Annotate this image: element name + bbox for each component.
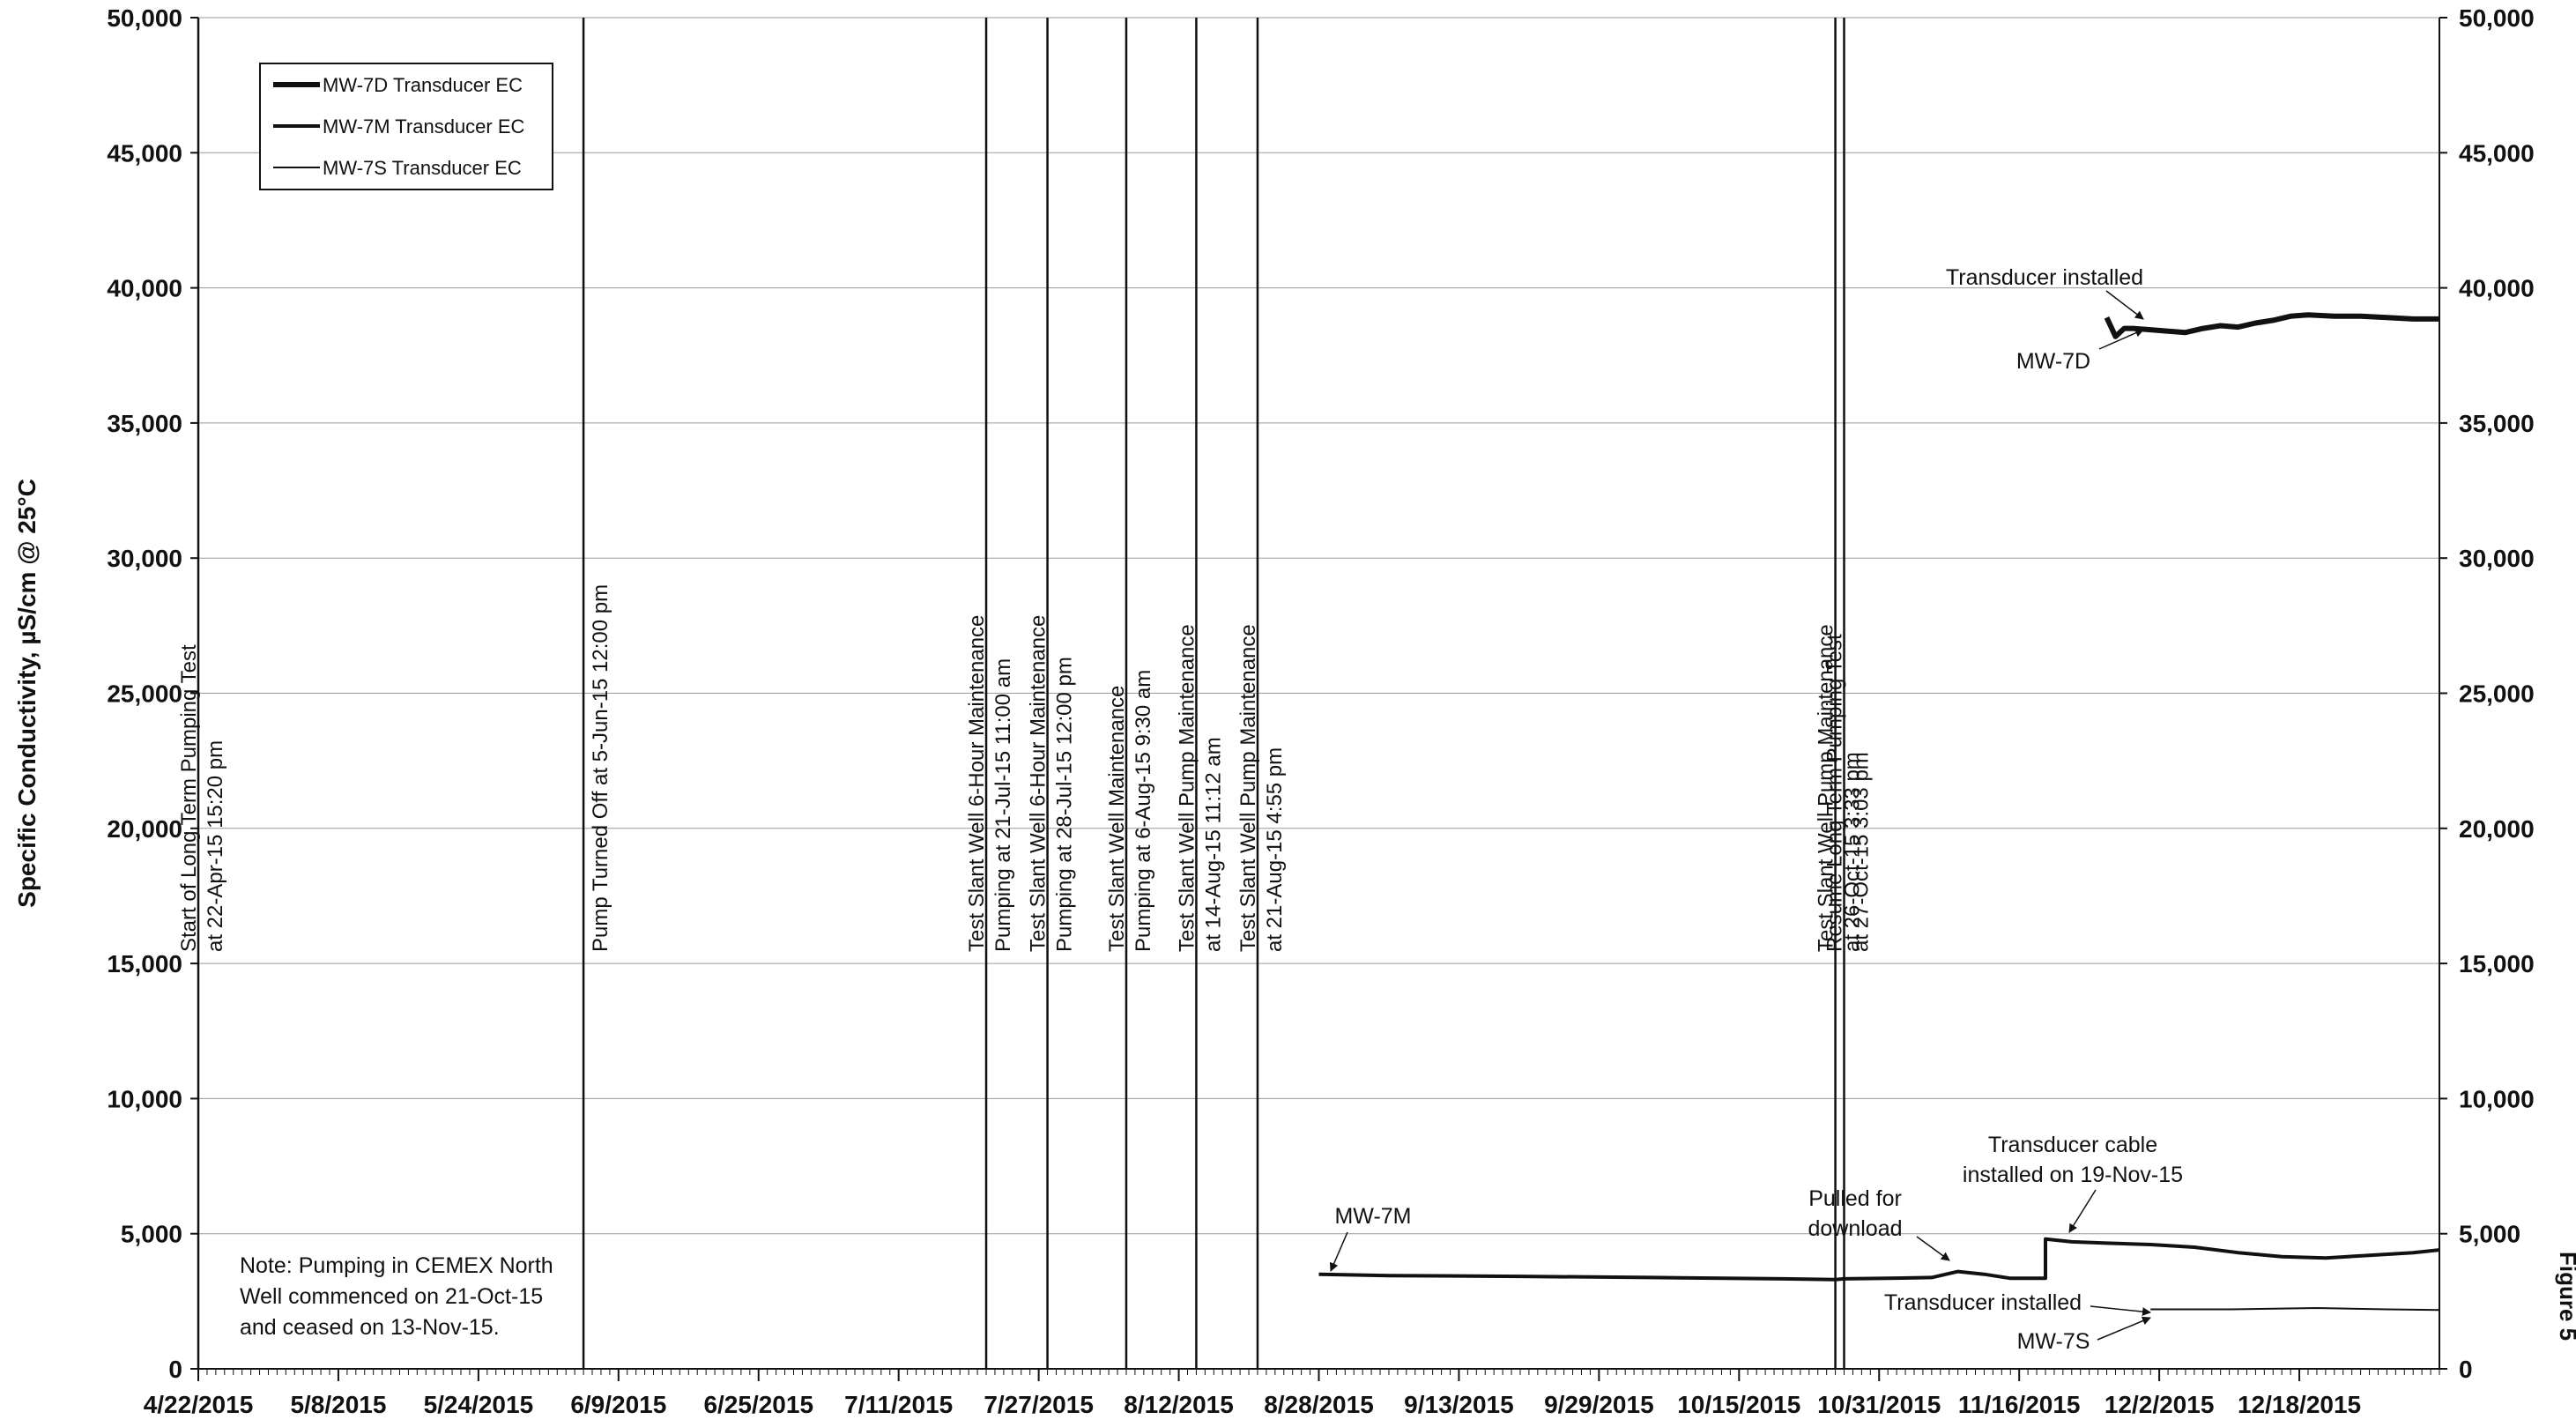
y-tick-label-left: 15,000 bbox=[107, 950, 182, 977]
event-label-line: Test Slant Well 6-Hour Maintenance bbox=[965, 615, 989, 952]
event-label-line: Start of Long Term Pumping Test bbox=[177, 644, 201, 952]
x-tick-label: 5/8/2015 bbox=[290, 1391, 386, 1418]
event-label-line: Pumping at 28-Jul-15 12:00 pm bbox=[1053, 657, 1077, 952]
figure-side-label: Figure 5 bbox=[2555, 1252, 2576, 1341]
event-label: Pump Turned Off at 5-Jun-15 12:00 pm bbox=[589, 584, 612, 952]
y-tick-label-right: 5,000 bbox=[2459, 1221, 2520, 1248]
legend: MW-7D Transducer EC MW-7M Transducer EC MW… bbox=[260, 63, 553, 190]
x-tick-label: 8/28/2015 bbox=[1264, 1391, 1374, 1418]
event-label-line: Test Slant Well 6-Hour Maintenance bbox=[1027, 615, 1050, 952]
legend-label: MW-7D Transducer EC bbox=[323, 74, 523, 96]
y-tick-label-right: 20,000 bbox=[2459, 815, 2535, 843]
annotation-transducer-cable-line: installed on 19-Nov-15 bbox=[1963, 1163, 2183, 1187]
annotation-mw-7s-label: MW-7S bbox=[2017, 1329, 2090, 1354]
y-tick-label-left: 10,000 bbox=[107, 1085, 182, 1112]
y-tick-label-left: 40,000 bbox=[107, 275, 182, 302]
event-label-line: Test Slant Well Pump Maintenance bbox=[1236, 624, 1260, 952]
event-label-line: Pump Turned Off at 5-Jun-15 12:00 pm bbox=[589, 584, 612, 952]
y-tick-label-right: 15,000 bbox=[2459, 950, 2535, 977]
event-label-line: at 22-Apr-15 15:20 pm bbox=[204, 740, 227, 952]
x-tick-label: 9/29/2015 bbox=[1544, 1391, 1654, 1418]
series-line-mw-7s bbox=[2150, 1308, 2439, 1310]
annotation-pulled-for-download-line: Pulled for bbox=[1808, 1186, 1902, 1211]
arrow-transducer-installed-7s bbox=[2090, 1306, 2150, 1312]
x-tick-label: 8/12/2015 bbox=[1124, 1391, 1234, 1418]
y-tick-label-right: 35,000 bbox=[2459, 410, 2535, 437]
y-tick-label-right: 45,000 bbox=[2459, 139, 2535, 167]
x-tick-label: 10/31/2015 bbox=[1817, 1391, 1941, 1418]
note-line: Well commenced on 21-Oct-15 bbox=[240, 1284, 543, 1309]
x-tick-label: 11/16/2015 bbox=[1958, 1391, 2081, 1418]
legend-label: MW-7S Transducer EC bbox=[323, 157, 522, 179]
arrow-pulled-for-download bbox=[1917, 1237, 1949, 1260]
event-label-line: Resume Long Term Pumping Test bbox=[1823, 634, 1847, 952]
series-line-mw-7d bbox=[2107, 315, 2440, 337]
x-tick-label: 12/2/2015 bbox=[2105, 1391, 2215, 1418]
event-label-line: at 21-Aug-15 4:55 pm bbox=[1263, 747, 1287, 952]
y-axis-title: Specific Conductivity, µS/cm @ 25°C bbox=[13, 479, 41, 908]
arrow-mw-7s bbox=[2097, 1318, 2150, 1340]
y-tick-label-left: 35,000 bbox=[107, 410, 182, 437]
arrow-mw-7m bbox=[1331, 1232, 1347, 1271]
y-tick-label-left: 0 bbox=[168, 1356, 182, 1383]
series-line-mw-7m bbox=[1319, 1239, 2440, 1280]
y-tick-label-left: 30,000 bbox=[107, 545, 182, 572]
annotation-pulled-for-download-line: download bbox=[1808, 1216, 1902, 1241]
legend-label: MW-7M Transducer EC bbox=[323, 115, 525, 137]
arrow-transducer-installed-7d bbox=[2106, 291, 2143, 319]
x-tick-label: 10/15/2015 bbox=[1677, 1391, 1800, 1418]
event-label-line: Pumping at 21-Jul-15 11:00 am bbox=[991, 658, 1015, 952]
annotation-transducer-installed-7d: Transducer installed bbox=[1946, 265, 2143, 290]
y-tick-label-right: 0 bbox=[2459, 1356, 2473, 1383]
y-tick-label-right: 50,000 bbox=[2459, 4, 2535, 32]
event-label-line: at 27-Oct-15 3:03 pm bbox=[1850, 752, 1874, 952]
x-tick-label: 12/18/2015 bbox=[2238, 1391, 2361, 1418]
x-tick-label: 7/27/2015 bbox=[984, 1391, 1094, 1418]
y-tick-label-left: 50,000 bbox=[107, 4, 182, 32]
y-tick-label-left: 45,000 bbox=[107, 139, 182, 167]
x-tick-label: 6/25/2015 bbox=[703, 1391, 813, 1418]
x-tick-label: 7/11/2015 bbox=[844, 1391, 953, 1418]
event-label-line: Pumping at 6-Aug-15 9:30 am bbox=[1132, 670, 1155, 952]
y-tick-label-right: 30,000 bbox=[2459, 545, 2535, 572]
y-tick-label-left: 25,000 bbox=[107, 680, 182, 708]
x-tick-label: 4/22/2015 bbox=[144, 1391, 254, 1418]
y-tick-label-left: 5,000 bbox=[121, 1221, 182, 1248]
event-label-line: Test Slant Well Maintenance bbox=[1105, 686, 1129, 952]
y-tick-label-right: 40,000 bbox=[2459, 275, 2535, 302]
y-tick-label-right: 10,000 bbox=[2459, 1085, 2535, 1112]
arrow-transducer-cable bbox=[2069, 1190, 2096, 1232]
annotation-mw-7d-label: MW-7D bbox=[2016, 349, 2090, 374]
note-line: and ceased on 13-Nov-15. bbox=[240, 1315, 500, 1340]
annotation-transducer-installed-7s: Transducer installed bbox=[1884, 1290, 2082, 1315]
annotation-mw-7m-label: MW-7M bbox=[1334, 1204, 1411, 1229]
x-tick-label: 5/24/2015 bbox=[424, 1391, 534, 1418]
annotation-transducer-cable-line: Transducer cable bbox=[1988, 1133, 2157, 1157]
y-tick-label-right: 25,000 bbox=[2459, 680, 2535, 708]
x-tick-label: 9/13/2015 bbox=[1404, 1391, 1514, 1418]
y-tick-label-left: 20,000 bbox=[107, 815, 182, 843]
event-label-line: Test Slant Well Pump Maintenance bbox=[1175, 624, 1199, 952]
x-tick-label: 6/9/2015 bbox=[570, 1391, 666, 1418]
event-label-line: at 14-Aug-15 11:12 am bbox=[1201, 737, 1225, 952]
note-line: Note: Pumping in CEMEX North bbox=[240, 1253, 553, 1278]
